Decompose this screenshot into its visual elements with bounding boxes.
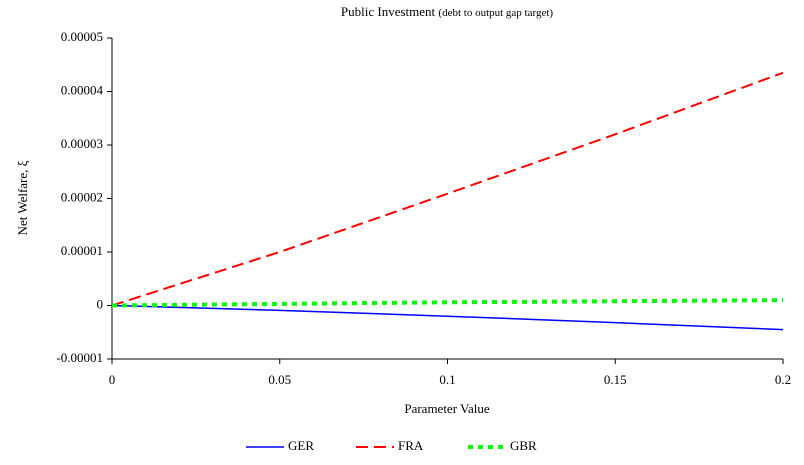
- y-axis-label: Net Welfare, ξ: [15, 160, 30, 235]
- x-axis-label: Parameter Value: [404, 401, 490, 416]
- chart-title: Public Investment (debt to output gap ta…: [341, 4, 553, 19]
- subtitle: (debt to output gap target): [438, 7, 553, 19]
- x-tick-label: 0.1: [439, 372, 455, 387]
- x-tick-label: 0.05: [268, 372, 291, 387]
- y-tick-label: 0: [97, 296, 104, 311]
- series-line: [111, 71, 784, 307]
- y-tick-label: 0.00005: [61, 29, 103, 44]
- legend-label: GER: [288, 438, 314, 453]
- series-line: [111, 298, 784, 308]
- x-tick-label: 0: [109, 372, 116, 387]
- legend-label: GBR: [510, 438, 537, 453]
- legend-label: FRA: [398, 438, 424, 453]
- y-tick-label: 0.00004: [61, 82, 104, 97]
- series-line: [111, 304, 784, 331]
- y-tick-label: 0.00002: [61, 189, 103, 204]
- title: Public Investment: [341, 4, 436, 19]
- y-tick-label: 0.00003: [61, 136, 103, 151]
- y-tick-label: 0.00001: [61, 243, 103, 258]
- y-tick-label: -0.00001: [56, 350, 103, 365]
- x-tick-label: 0.2: [775, 372, 791, 387]
- x-tick-label: 0.15: [604, 372, 627, 387]
